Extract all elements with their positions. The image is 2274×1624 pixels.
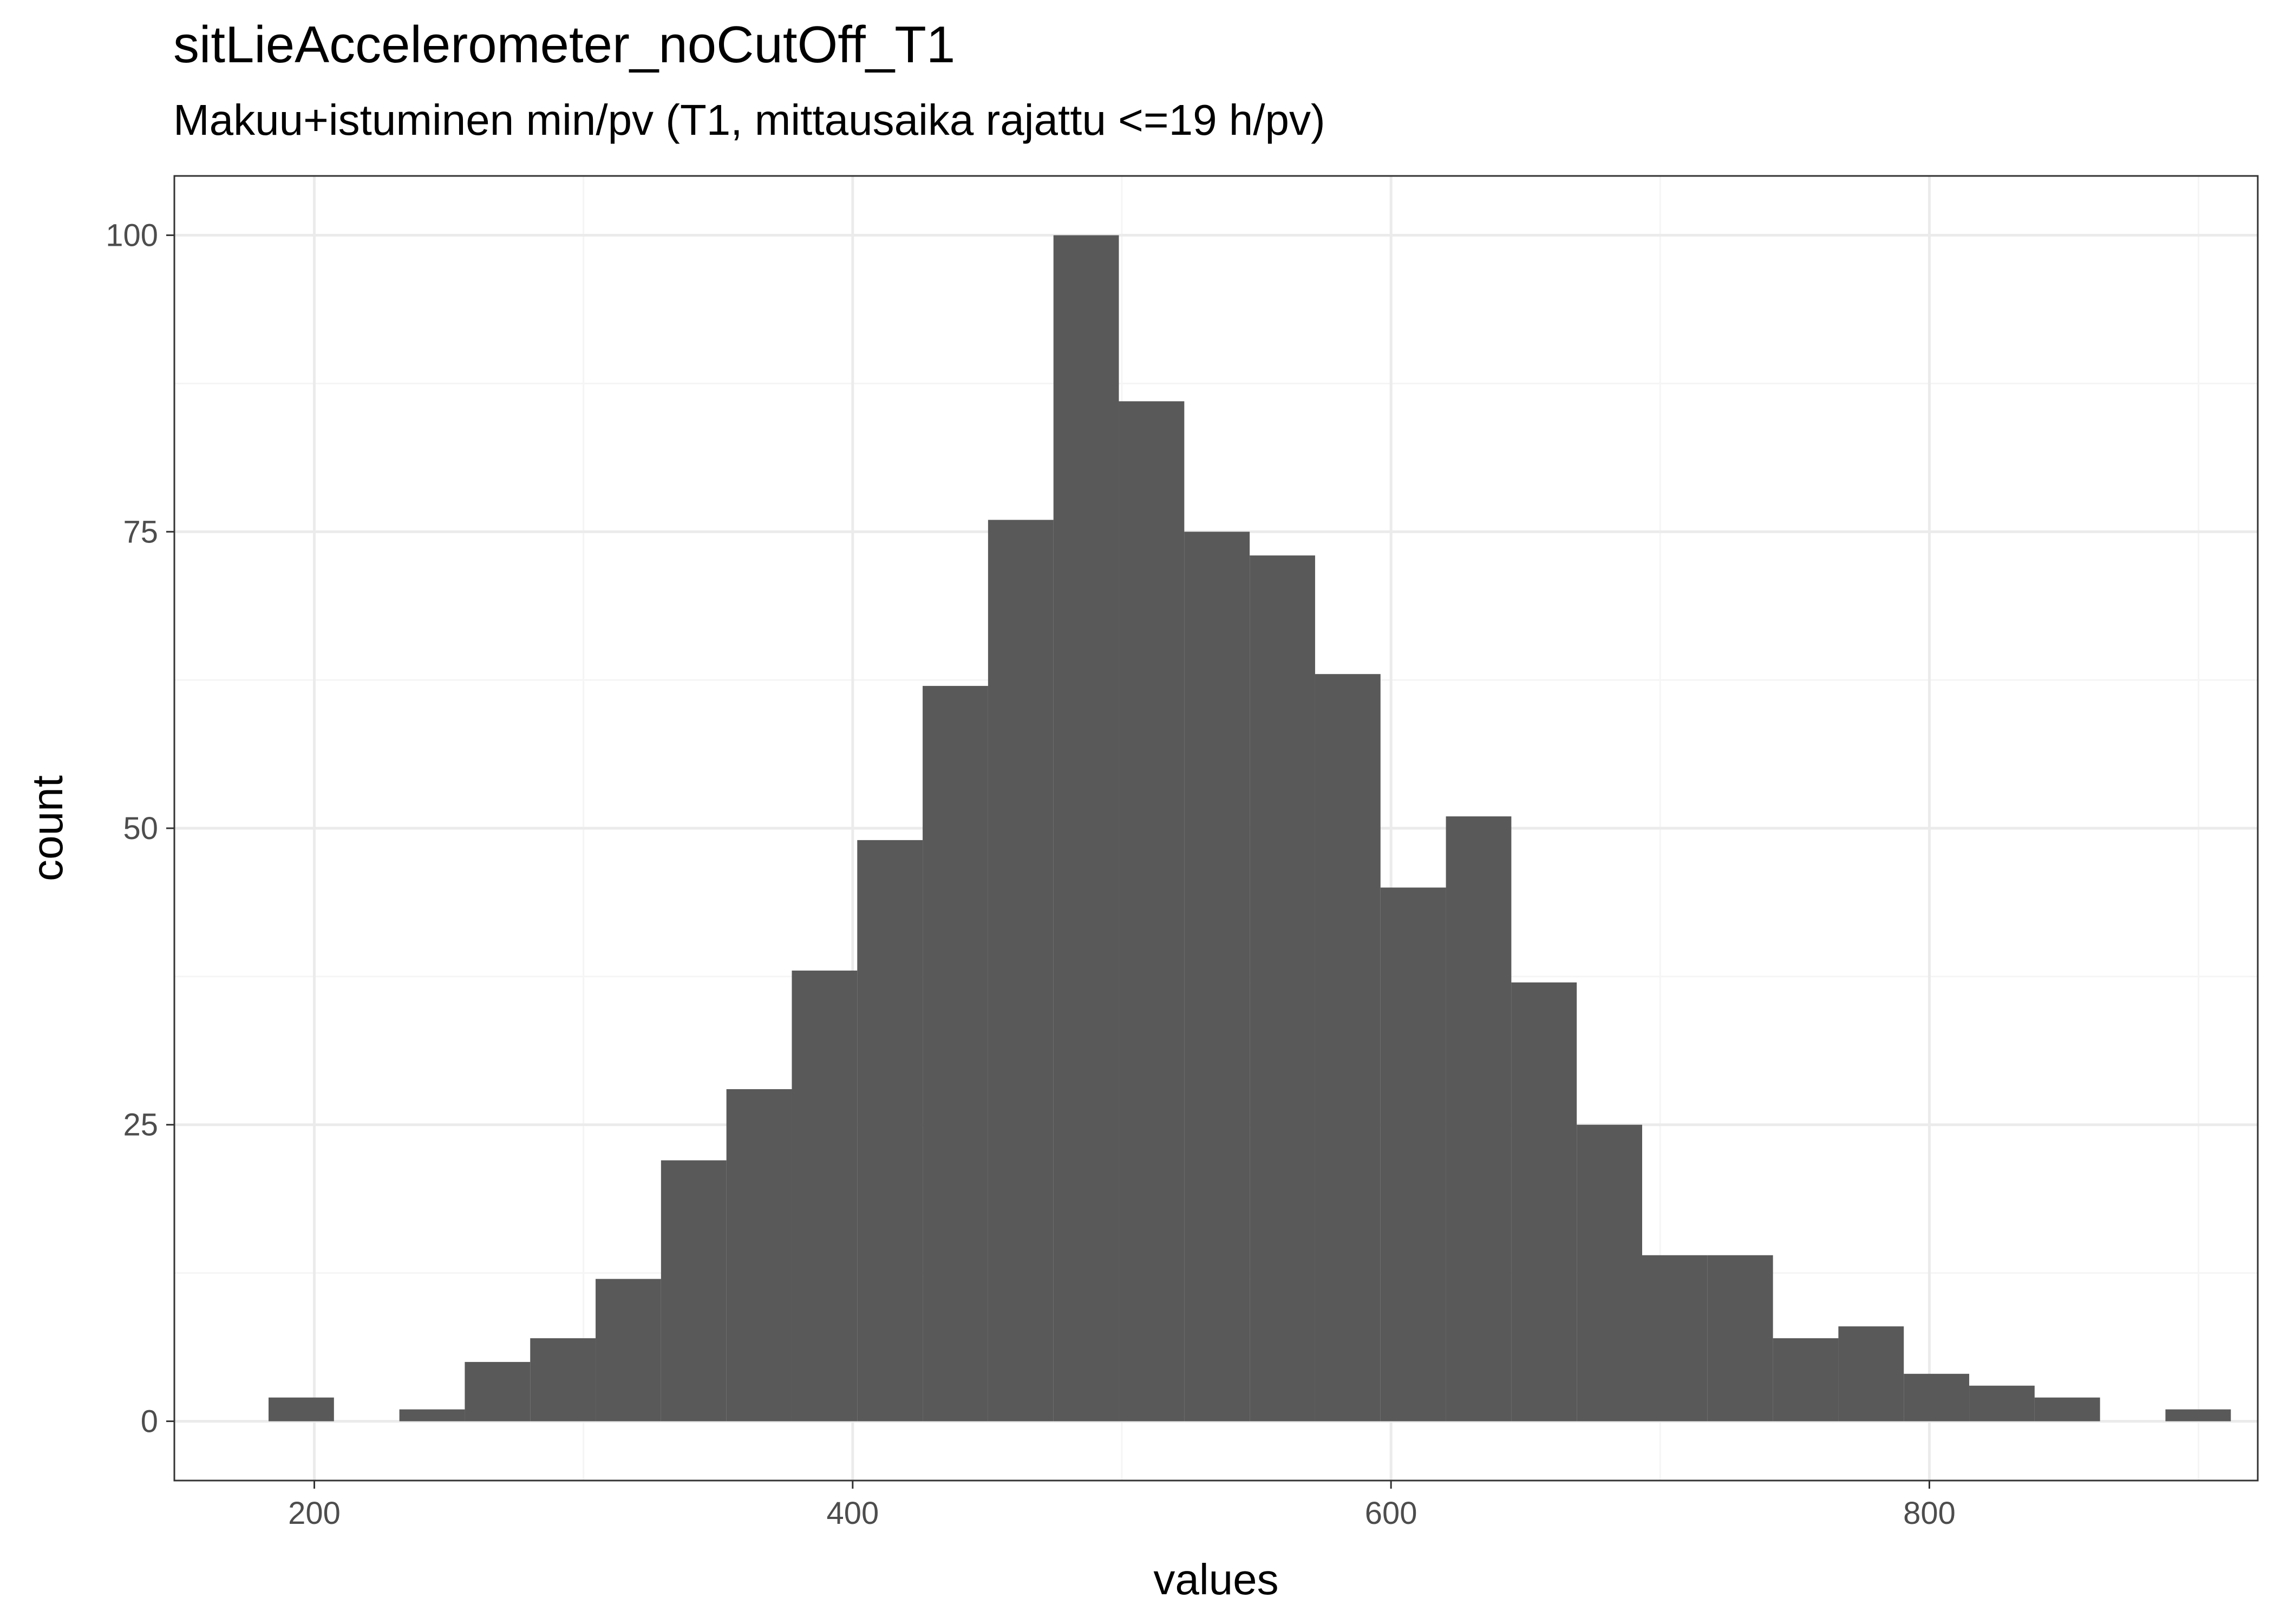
histogram-bar [792, 970, 858, 1422]
histogram-bar [1577, 1124, 1643, 1422]
x-axis-title: values [1153, 1555, 1278, 1603]
histogram-bars [269, 235, 2231, 1422]
histogram-bar [1315, 674, 1381, 1422]
histogram-bar [269, 1397, 334, 1422]
histogram-bar [1380, 887, 1446, 1422]
x-tick-label: 400 [826, 1496, 879, 1531]
x-tick-label: 600 [1365, 1496, 1417, 1531]
histogram-bar [1250, 555, 1315, 1422]
histogram-bar [596, 1279, 661, 1422]
histogram-bar [1119, 401, 1185, 1422]
histogram-bar [1446, 816, 1512, 1422]
y-axis-title: count [23, 775, 71, 881]
x-tick-label: 800 [1903, 1496, 1956, 1531]
y-tick-label: 25 [123, 1108, 158, 1143]
histogram-bar [1642, 1255, 1708, 1422]
histogram-bar [1773, 1338, 1839, 1422]
histogram-bar [1904, 1373, 1970, 1422]
y-tick-label: 100 [106, 218, 158, 253]
histogram-bar [1969, 1385, 2035, 1422]
histogram-bar [2034, 1397, 2100, 1422]
histogram-bar [465, 1361, 531, 1422]
histogram-bar [726, 1089, 792, 1422]
y-tick-label: 0 [141, 1404, 158, 1439]
histogram-bar [1184, 532, 1250, 1422]
chart-title: sitLieAccelerometer_noCutOff_T1 [173, 16, 956, 74]
chart-subtitle: Makuu+istuminen min/pv (T1, mittausaika … [173, 96, 1325, 144]
histogram-bar [530, 1338, 596, 1422]
histogram-bar [661, 1160, 727, 1422]
x-axis-ticks: 200 400 600 800 [288, 1481, 1956, 1531]
y-tick-label: 50 [123, 811, 158, 846]
y-axis-ticks: 0 25 50 75 100 [106, 218, 174, 1439]
y-tick-label: 75 [123, 514, 158, 549]
histogram-bar [1053, 235, 1119, 1422]
histogram-bar [399, 1409, 465, 1422]
histogram-bar [988, 520, 1054, 1422]
histogram-bar [1838, 1326, 1904, 1422]
histogram-bar [1707, 1255, 1773, 1422]
histogram-bar [857, 840, 923, 1422]
histogram-bar [2165, 1409, 2231, 1422]
x-tick-label: 200 [288, 1496, 341, 1531]
histogram-bar [923, 686, 988, 1422]
histogram-bar [1511, 982, 1577, 1422]
